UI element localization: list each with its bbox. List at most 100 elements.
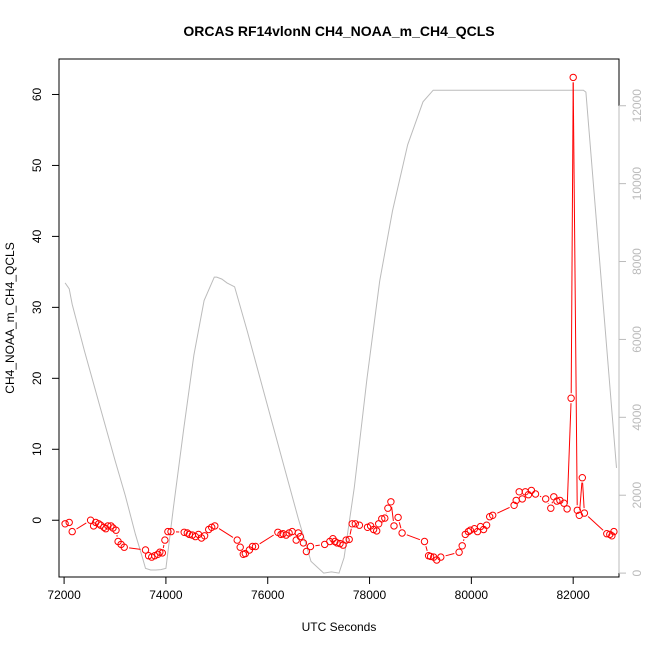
y-tick-label: 20 xyxy=(30,371,44,385)
data-point xyxy=(241,549,250,558)
y2-tick-label: 6000 xyxy=(630,326,644,353)
data-point xyxy=(398,529,406,537)
data-point xyxy=(104,522,112,530)
y2-tick-label: 12000 xyxy=(630,89,644,123)
data-point xyxy=(61,520,69,528)
x-tick-label: 72000 xyxy=(47,588,81,602)
x-tick-label: 82000 xyxy=(556,588,590,602)
series-right-axis xyxy=(64,89,617,574)
x-axis: 72000 74000 76000 78000 80000 82000 xyxy=(47,576,590,602)
y2-tick-label: 0 xyxy=(630,569,644,576)
series-line xyxy=(64,89,617,574)
data-point xyxy=(420,537,429,546)
data-point xyxy=(331,537,339,546)
y-tick-label: 60 xyxy=(30,87,44,101)
data-point xyxy=(458,542,466,550)
data-point xyxy=(200,532,209,540)
y-tick-label: 0 xyxy=(30,517,44,524)
data-point xyxy=(154,550,162,558)
x-axis-label: UTC Seconds xyxy=(302,620,377,634)
y-tick-label: 40 xyxy=(30,229,44,243)
data-point xyxy=(95,520,103,528)
x-tick-label: 80000 xyxy=(455,588,489,602)
y-axis-right: 0 2000 4000 6000 8000 10000 12000 xyxy=(618,89,644,576)
data-point xyxy=(211,522,219,530)
x-tick-label: 76000 xyxy=(251,588,285,602)
y2-tick-label: 8000 xyxy=(630,248,644,275)
series-left-axis xyxy=(61,73,618,564)
data-point xyxy=(233,536,241,544)
series-segment xyxy=(315,544,320,547)
data-point xyxy=(294,529,302,537)
data-point xyxy=(603,530,611,538)
data-point xyxy=(464,527,472,536)
data-point xyxy=(542,495,550,503)
data-point xyxy=(164,527,172,536)
data-point xyxy=(578,474,586,482)
data-point xyxy=(608,532,616,540)
data-point xyxy=(550,493,558,501)
data-point xyxy=(527,486,536,495)
data-point xyxy=(236,543,244,551)
data-point xyxy=(251,542,260,551)
data-point xyxy=(563,505,571,513)
data-point xyxy=(373,527,381,535)
data-point xyxy=(302,547,311,556)
data-point xyxy=(394,513,402,522)
data-point xyxy=(141,546,150,554)
data-point xyxy=(292,536,300,544)
data-point xyxy=(390,522,398,530)
series-segment xyxy=(572,82,578,506)
data-point xyxy=(296,532,304,541)
series-segment xyxy=(539,495,542,498)
y2-tick-label: 10000 xyxy=(630,167,644,201)
plot-area xyxy=(58,58,620,578)
y2-tick-label: 4000 xyxy=(630,404,644,431)
series-segment xyxy=(218,528,234,538)
data-point xyxy=(510,501,518,509)
data-point xyxy=(515,488,523,496)
data-point xyxy=(489,511,497,519)
data-point xyxy=(381,514,389,522)
data-point xyxy=(580,509,589,517)
data-point xyxy=(167,527,175,536)
data-point xyxy=(567,394,575,402)
chart-title: ORCAS RF14vlonN CH4_NOAA_m_CH4_QCLS xyxy=(183,23,494,39)
data-point xyxy=(100,523,108,531)
series-layer xyxy=(61,73,618,574)
series-segment xyxy=(463,539,465,542)
data-point xyxy=(482,521,491,529)
data-point xyxy=(560,499,568,507)
series-segment xyxy=(570,82,574,394)
data-point xyxy=(610,527,618,536)
data-point xyxy=(553,497,561,505)
data-point xyxy=(107,522,115,530)
data-point xyxy=(437,553,445,561)
data-point xyxy=(455,548,463,556)
series-segment xyxy=(162,544,165,549)
series-segment xyxy=(259,534,274,545)
data-point xyxy=(518,495,526,503)
data-point xyxy=(68,527,76,536)
series-segment xyxy=(425,546,428,552)
series-segment xyxy=(349,528,352,535)
data-point xyxy=(345,535,353,544)
series-segment xyxy=(398,522,402,529)
data-point xyxy=(299,539,308,547)
series-segment xyxy=(76,522,87,530)
data-point xyxy=(387,498,395,506)
y2-tick-label: 2000 xyxy=(630,482,644,509)
data-point xyxy=(180,528,188,536)
data-point xyxy=(183,529,192,537)
y-tick-label: 50 xyxy=(30,158,44,172)
data-point xyxy=(355,521,364,529)
series-segment xyxy=(445,553,455,557)
x-tick-label: 78000 xyxy=(353,588,387,602)
data-point xyxy=(120,543,128,551)
data-point xyxy=(547,504,555,512)
data-point xyxy=(426,552,435,561)
series-segment xyxy=(566,403,572,504)
data-point xyxy=(158,549,167,557)
series-segment xyxy=(391,506,394,521)
